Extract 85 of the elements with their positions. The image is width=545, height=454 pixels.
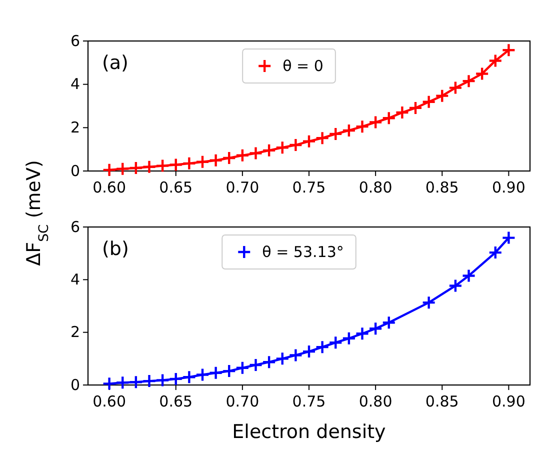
annotation: (a) bbox=[102, 52, 128, 74]
x-tick-label: 0.90 bbox=[492, 178, 526, 196]
point bbox=[462, 74, 476, 88]
x-tick-label: 0.75 bbox=[292, 178, 326, 196]
point bbox=[128, 160, 144, 176]
point bbox=[235, 148, 250, 162]
point bbox=[262, 143, 276, 158]
point bbox=[355, 326, 370, 341]
point bbox=[195, 368, 210, 382]
x-axis-title: Electron density bbox=[232, 421, 386, 443]
point bbox=[208, 153, 223, 168]
point bbox=[208, 366, 223, 380]
x-tick-label: 0.85 bbox=[425, 392, 459, 410]
point bbox=[182, 156, 196, 171]
point bbox=[395, 105, 410, 120]
y-tick-label: 6 bbox=[70, 218, 80, 236]
point bbox=[128, 375, 144, 390]
x-tick-label: 0.60 bbox=[92, 178, 126, 196]
annotation: (b) bbox=[102, 238, 129, 260]
point bbox=[474, 66, 490, 81]
point bbox=[355, 119, 370, 134]
point bbox=[368, 322, 383, 336]
y-tick-label: 0 bbox=[70, 162, 80, 180]
y-tick-label: 6 bbox=[70, 32, 80, 50]
point bbox=[222, 150, 236, 166]
point bbox=[262, 354, 276, 370]
point bbox=[488, 245, 502, 260]
point bbox=[408, 100, 423, 116]
point bbox=[448, 80, 463, 95]
x-tick-label: 0.75 bbox=[292, 392, 326, 410]
point bbox=[195, 154, 210, 169]
point bbox=[342, 331, 356, 346]
point bbox=[462, 268, 476, 283]
point bbox=[422, 94, 436, 109]
x-tick-label: 0.85 bbox=[425, 178, 459, 196]
point bbox=[168, 372, 183, 386]
point bbox=[142, 374, 156, 388]
legend-label: θ = 0 bbox=[282, 57, 324, 75]
point bbox=[422, 295, 436, 310]
point bbox=[382, 111, 396, 126]
y-tick-label: 2 bbox=[70, 118, 80, 136]
x-tick-label: 0.70 bbox=[226, 392, 260, 410]
x-tick-label: 0.65 bbox=[159, 178, 193, 196]
y-tick-label: 4 bbox=[70, 270, 80, 288]
point bbox=[222, 364, 236, 378]
point bbox=[328, 126, 343, 142]
point bbox=[288, 348, 303, 362]
point bbox=[248, 358, 263, 372]
x-tick-label: 0.80 bbox=[358, 178, 392, 196]
point bbox=[155, 158, 170, 173]
point bbox=[488, 54, 502, 68]
point bbox=[168, 158, 183, 172]
point bbox=[288, 138, 303, 152]
y-tick-label: 0 bbox=[70, 376, 80, 394]
point bbox=[502, 43, 516, 58]
point bbox=[315, 130, 330, 146]
point bbox=[248, 146, 263, 160]
legend-label: θ = 53.13° bbox=[262, 243, 344, 261]
x-tick-label: 0.80 bbox=[358, 392, 392, 410]
y-tick-label: 4 bbox=[70, 75, 80, 94]
point bbox=[235, 360, 250, 375]
point bbox=[315, 340, 330, 354]
point bbox=[342, 123, 356, 138]
point bbox=[275, 140, 290, 155]
point bbox=[275, 352, 290, 366]
x-tick-label: 0.70 bbox=[226, 178, 260, 196]
x-tick-label: 0.65 bbox=[159, 392, 193, 410]
point bbox=[116, 376, 130, 390]
point bbox=[328, 336, 343, 350]
point bbox=[302, 134, 316, 148]
point bbox=[182, 370, 196, 384]
point bbox=[102, 162, 116, 178]
point bbox=[435, 88, 450, 103]
y-tick-label: 2 bbox=[70, 323, 80, 342]
point bbox=[382, 315, 396, 330]
x-tick-label: 0.60 bbox=[92, 392, 126, 410]
point bbox=[142, 160, 156, 174]
point bbox=[448, 278, 463, 293]
x-tick-label: 0.90 bbox=[492, 392, 526, 410]
point bbox=[102, 376, 116, 391]
point bbox=[302, 344, 316, 359]
point bbox=[502, 230, 516, 245]
point bbox=[155, 373, 170, 388]
point bbox=[368, 115, 383, 130]
point bbox=[116, 162, 130, 176]
